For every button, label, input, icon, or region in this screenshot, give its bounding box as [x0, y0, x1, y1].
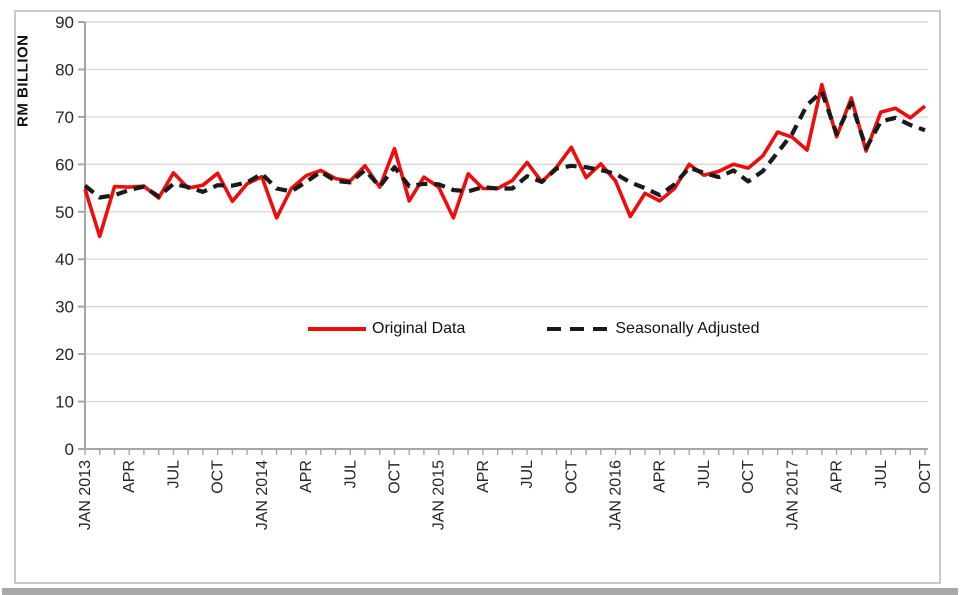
- x-tick-label-jul-i6: JUL: [165, 460, 182, 489]
- x-tick-label-jan-2013-i0: JAN 2013: [77, 460, 94, 530]
- seasonally-adjusted-line-swatch: [547, 327, 610, 331]
- x-tick-label-apr-i15: APR: [298, 460, 315, 493]
- x-tick-label-jan-2014-i12: JAN 2014: [254, 460, 271, 530]
- series-line-original-data: [83, 82, 927, 239]
- y-tick-label-10: 10: [55, 393, 74, 412]
- y-tick-label-40: 40: [55, 250, 74, 269]
- legend-item-original-data: Original Data: [308, 320, 465, 338]
- legend-label-original-data: Original Data: [372, 320, 466, 337]
- series-line-seasonally-adjusted: [83, 89, 926, 200]
- y-tick-label-30: 30: [55, 298, 74, 317]
- x-tick-label-oct-i45: OCT: [740, 460, 757, 494]
- x-tick-label-oct-i9: OCT: [210, 460, 227, 494]
- y-tick-label-60: 60: [55, 155, 74, 174]
- y-tick-label-0: 0: [65, 440, 74, 459]
- x-tick-label-jul-i18: JUL: [342, 460, 359, 489]
- figure-bottom-shadow: [2, 588, 958, 595]
- y-tick-label-90: 90: [55, 13, 74, 32]
- x-tick-label-jan-2016-i36: JAN 2016: [608, 460, 625, 530]
- x-tick-label-apr-i51: APR: [829, 460, 846, 493]
- x-tick-label-apr-i39: APR: [652, 460, 669, 493]
- x-tick-label-apr-i3: APR: [121, 460, 138, 493]
- figure-border: [14, 10, 941, 584]
- x-tick-label-jul-i54: JUL: [873, 460, 890, 489]
- x-tick-label-oct-i21: OCT: [386, 460, 403, 494]
- y-tick-label-80: 80: [55, 60, 74, 79]
- x-tick-label-jul-i42: JUL: [696, 460, 713, 489]
- x-tick-label-jan-2015-i24: JAN 2015: [431, 460, 448, 530]
- y-tick-label-70: 70: [55, 108, 74, 127]
- original-data-line-swatch: [308, 327, 366, 331]
- y-tick-label-20: 20: [55, 345, 74, 364]
- x-tick-label-oct-i33: OCT: [563, 460, 580, 494]
- y-tick-label-50: 50: [55, 203, 74, 222]
- x-tick-label-jul-i30: JUL: [519, 460, 536, 489]
- x-tick-label-jan-2017-i48: JAN 2017: [784, 460, 801, 530]
- legend-label-seasonally-adjusted: Seasonally Adjusted: [615, 320, 760, 337]
- x-tick-label-oct-i57: OCT: [917, 460, 934, 494]
- x-tick-label-apr-i27: APR: [475, 460, 492, 493]
- legend: Original Data Seasonally Adjusted: [308, 320, 759, 338]
- legend-item-seasonally-adjusted: Seasonally Adjusted: [547, 320, 759, 338]
- y-axis-title: RM BILLION: [14, 34, 32, 128]
